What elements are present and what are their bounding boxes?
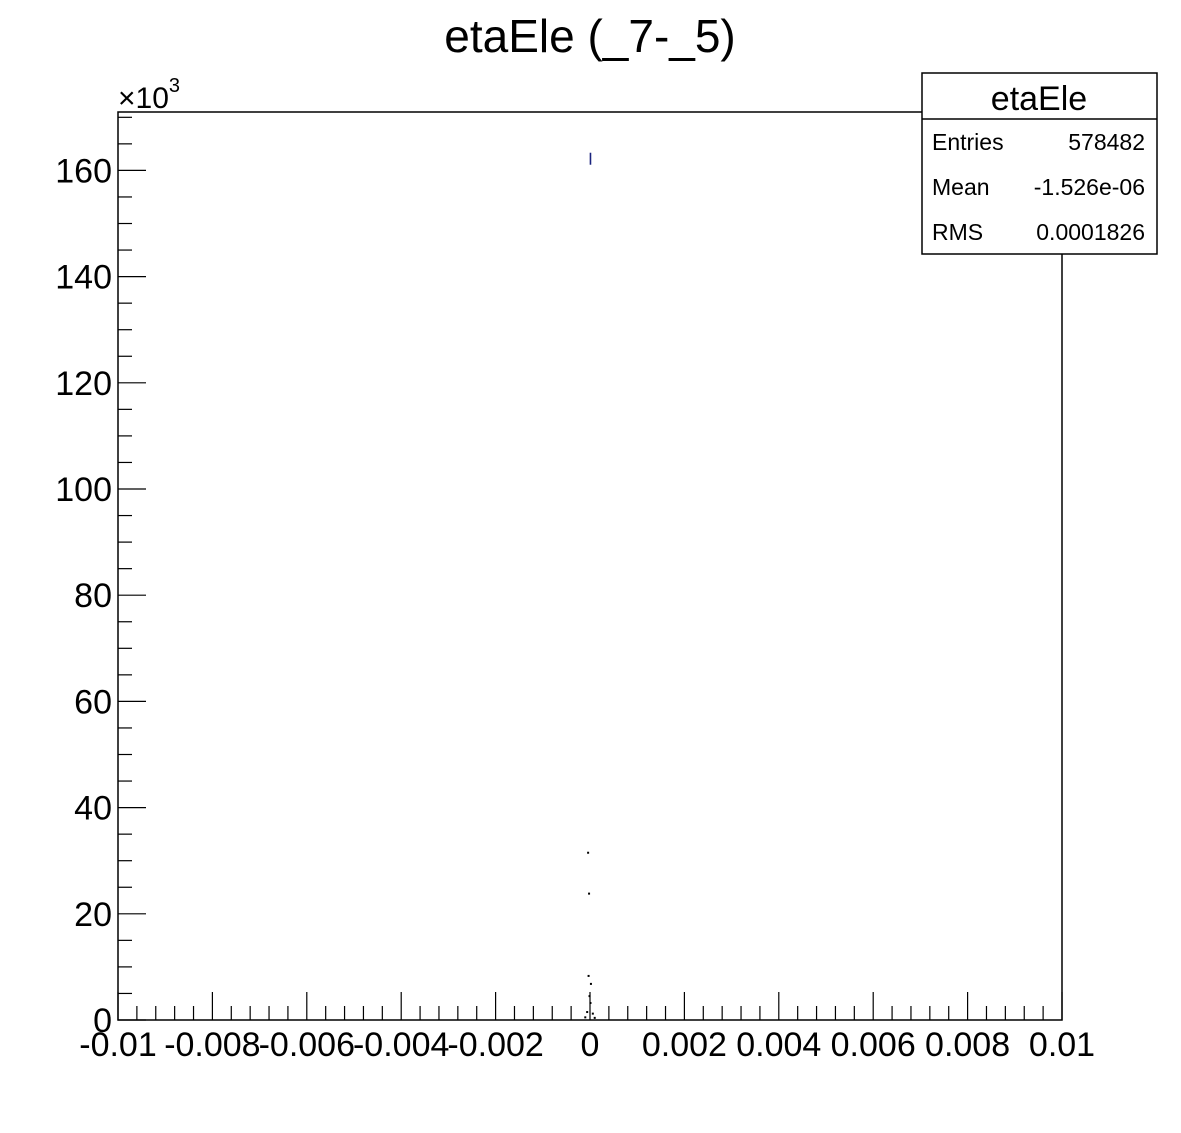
data-point [584, 1016, 587, 1019]
x-tick-label: -0.008 [164, 1026, 260, 1064]
stats-mean-value: -1.526e-06 [1034, 174, 1145, 200]
data-point [588, 892, 591, 895]
x-tick-label: 0.006 [831, 1026, 916, 1064]
stats-box-frame [921, 72, 1158, 255]
data-point [588, 995, 591, 998]
x-tick-label: -0.01 [79, 1026, 157, 1064]
data-points [584, 152, 596, 1019]
y-tick-label: 100 [55, 471, 112, 509]
stats-rms-value: 0.0001826 [1036, 219, 1145, 245]
data-point [593, 1016, 596, 1019]
y-tick-label: 40 [74, 790, 112, 828]
plot-frame [117, 111, 1063, 1021]
x-tick-label: 0 [581, 1026, 600, 1064]
x-tick-label: 0.002 [642, 1026, 727, 1064]
y-tick-label: 120 [55, 365, 112, 403]
stats-box: etaEle Entries 578482 Mean -1.526e-06 RM… [921, 72, 1158, 255]
stats-rms-label: RMS [932, 219, 983, 245]
y-tick-label: 80 [74, 577, 112, 615]
x-tick-label: -0.002 [447, 1026, 543, 1064]
y-tick-label: 0 [93, 1002, 112, 1040]
stats-mean-label: Mean [932, 174, 990, 200]
stats-entries-value: 578482 [1068, 129, 1145, 155]
x-tick-label: -0.004 [353, 1026, 449, 1064]
y-multiplier-base: ×10 [118, 82, 169, 115]
stats-entries-label: Entries [932, 129, 1004, 155]
data-point [589, 1002, 592, 1005]
y-axis: 0 20 40 60 80 100 120 140 160 [55, 116, 146, 1040]
data-point [586, 1011, 589, 1014]
data-point [587, 974, 590, 977]
x-axis: -0.01 -0.008-0.006-0.004-0.002 0 0.002 0.004… [79, 992, 1095, 1064]
y-tick-label: 20 [74, 896, 112, 934]
y-tick-label: 160 [55, 152, 112, 190]
x-tick-label: 0.008 [925, 1026, 1010, 1064]
data-point [587, 851, 590, 854]
x-tick-label: 0.01 [1029, 1026, 1095, 1064]
y-tick-label: 60 [74, 683, 112, 721]
chart-title: etaEle (_7-_5) [444, 10, 736, 62]
y-tick-label: 140 [55, 259, 112, 297]
x-tick-label: -0.006 [259, 1026, 355, 1064]
y-axis-multiplier: ×103 [118, 75, 180, 115]
y-multiplier-exponent: 3 [169, 75, 180, 97]
data-point [589, 982, 592, 985]
x-tick-label: 0.004 [736, 1026, 821, 1064]
data-point [591, 1012, 594, 1015]
stats-box-title: etaEle [991, 80, 1087, 118]
